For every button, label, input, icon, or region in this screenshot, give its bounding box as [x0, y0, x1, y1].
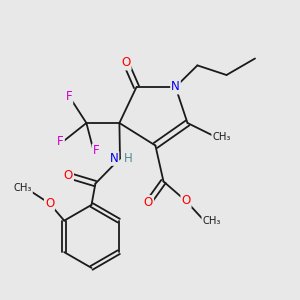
Text: O: O [122, 56, 130, 70]
Text: O: O [144, 196, 153, 209]
Text: N: N [110, 152, 118, 165]
Text: CH₃: CH₃ [14, 183, 32, 194]
Text: CH₃: CH₃ [212, 132, 231, 142]
Text: F: F [57, 135, 64, 148]
Text: O: O [45, 197, 54, 210]
Text: H: H [124, 152, 133, 166]
Text: CH₃: CH₃ [202, 215, 221, 226]
Text: F: F [66, 90, 72, 104]
Text: F: F [93, 144, 99, 158]
Text: O: O [182, 194, 190, 208]
Text: O: O [64, 169, 73, 182]
Text: N: N [171, 80, 180, 94]
